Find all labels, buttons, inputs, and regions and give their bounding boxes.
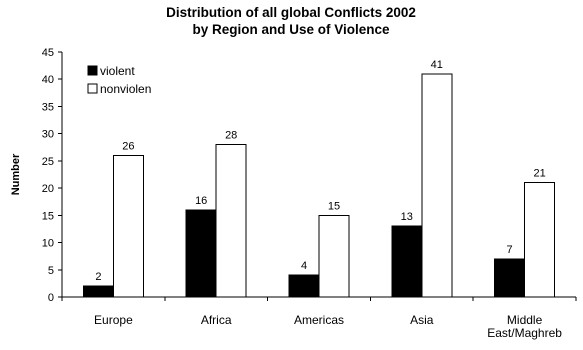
category-label: Middle xyxy=(507,313,543,327)
data-label-nonviolen-1: 28 xyxy=(225,130,237,142)
y-tick-label: 5 xyxy=(48,265,54,277)
data-label-nonviolen-2: 15 xyxy=(328,200,340,212)
data-label-violent-3: 13 xyxy=(401,211,413,223)
data-label-nonviolen-4: 21 xyxy=(533,168,545,180)
chart-title-line-1: Distribution of all global Conflicts 200… xyxy=(166,5,416,20)
data-label-violent-1: 16 xyxy=(195,195,207,207)
y-tick-label: 30 xyxy=(42,129,54,141)
bar-nonviolen-3 xyxy=(421,73,453,298)
data-label-violent-2: 4 xyxy=(301,260,307,272)
bar-violent-3 xyxy=(391,225,423,298)
legend-swatch-nonviolen xyxy=(87,83,98,94)
y-axis-title: Number xyxy=(10,153,22,195)
bar-nonviolen-1 xyxy=(215,144,247,298)
data-label-nonviolen-0: 26 xyxy=(122,140,134,152)
category-label: Americas xyxy=(294,313,344,327)
bar-nonviolen-2 xyxy=(318,214,350,298)
chart-title-line-2: by Region and Use of Violence xyxy=(192,22,390,37)
y-tick-label: 20 xyxy=(42,183,54,195)
category-label: East/Maghreb xyxy=(487,326,562,340)
data-label-violent-4: 7 xyxy=(507,244,513,256)
category-label: Africa xyxy=(201,313,232,327)
bar-nonviolen-0 xyxy=(112,154,144,298)
data-label-violent-0: 2 xyxy=(95,271,101,283)
y-tick-label: 10 xyxy=(42,238,54,250)
y-axis-title-group: Number xyxy=(10,153,22,195)
bar-violent-1 xyxy=(185,209,217,298)
category-label: Asia xyxy=(410,313,434,327)
y-tick-label: 15 xyxy=(42,210,54,222)
legend-label-violent: violent xyxy=(100,64,135,78)
bar-violent-0 xyxy=(82,285,114,298)
bar-violent-2 xyxy=(288,274,320,298)
category-label: Europe xyxy=(94,313,133,327)
category-labels: Europe Africa Americas Asia MiddleEast/Maghr… xyxy=(94,313,562,340)
y-tick-label: 25 xyxy=(42,156,54,168)
bars xyxy=(82,73,556,298)
bar-violent-4 xyxy=(494,258,526,298)
legend-swatch-violent xyxy=(87,65,98,76)
data-label-nonviolen-3: 41 xyxy=(431,59,443,71)
y-tick-label: 0 xyxy=(48,292,54,304)
axes: 0 5 10 15 20 25 30 35 40 45 xyxy=(42,47,577,304)
legend-label-nonviolen: nonviolen xyxy=(100,82,151,96)
chart-title: Distribution of all global Conflicts 200… xyxy=(166,5,416,37)
y-tick-label: 40 xyxy=(42,74,54,86)
y-tick-label: 35 xyxy=(42,101,54,113)
bar-nonviolen-4 xyxy=(524,182,556,298)
y-tick-label: 45 xyxy=(42,47,54,59)
legend: violent nonviolen xyxy=(87,64,151,96)
data-labels: 2 26 16 28 4 15 13 41 7 21 xyxy=(95,59,545,283)
